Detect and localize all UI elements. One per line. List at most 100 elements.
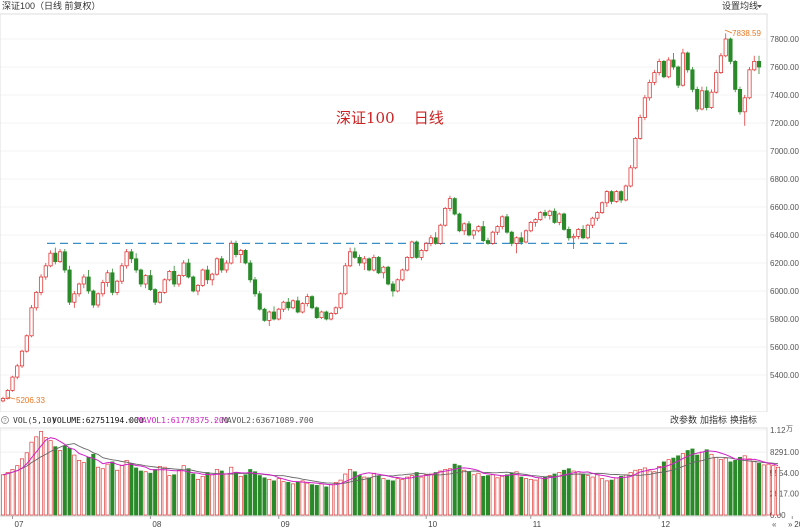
candle [129, 249, 134, 263]
candle-body [324, 311, 329, 320]
double-chevron-right-icon[interactable]: » [788, 520, 793, 529]
volume-bar [504, 474, 510, 516]
volume-bar [609, 479, 614, 516]
volume-bar [67, 447, 72, 516]
candle [661, 60, 666, 79]
candle [490, 230, 495, 245]
switch-indicator-button[interactable]: 换指标 [730, 414, 757, 425]
candle-body [276, 308, 281, 320]
volume-bar [148, 472, 153, 516]
chevron-down-icon[interactable] [757, 5, 762, 8]
volume-bar [543, 476, 548, 516]
candle [72, 291, 77, 308]
candle [590, 216, 595, 228]
volume-bar [110, 461, 115, 516]
candle-body [300, 303, 305, 313]
candle [200, 268, 205, 287]
candle-body [195, 284, 201, 292]
candle-body [191, 276, 196, 292]
price-tick-label: 6800.00 [770, 175, 799, 184]
candle-body [652, 72, 657, 83]
candle [390, 281, 395, 297]
volume-bar [338, 479, 343, 516]
candle [105, 270, 110, 287]
question-mark-glyph: ? [3, 419, 7, 425]
volume-bar [771, 465, 776, 516]
candle-body [447, 198, 453, 209]
candle [742, 95, 747, 126]
volume-bar [443, 469, 448, 516]
volume-bar [24, 452, 29, 516]
candle-body [657, 61, 662, 74]
candle [619, 190, 624, 203]
candle-body [319, 311, 324, 318]
volume-bar [405, 476, 410, 516]
volume-bar [205, 472, 210, 516]
volume-bar [262, 477, 267, 516]
candle [195, 284, 201, 296]
edit-params-button[interactable]: 改参数 [670, 414, 697, 425]
volume-bar [538, 477, 543, 516]
candle-body [590, 217, 595, 226]
candle-body [433, 237, 438, 244]
candle [324, 310, 329, 321]
candle [566, 226, 571, 241]
candle-body [24, 335, 29, 352]
ma-settings-button[interactable]: 设置均线 [722, 0, 758, 11]
volume-bar [400, 478, 405, 516]
candle-body [386, 266, 391, 285]
price-tick-label: 7200.00 [770, 119, 799, 128]
candle [728, 37, 733, 65]
price-tick-label: 7000.00 [770, 147, 799, 156]
volume-bar [210, 474, 215, 516]
volume-bar [138, 470, 143, 516]
candle [338, 292, 343, 310]
candle [53, 247, 58, 265]
candle [295, 296, 300, 314]
candle-body [91, 290, 96, 306]
candle-body [167, 270, 172, 281]
candle-body [638, 117, 643, 139]
candle [514, 236, 519, 254]
add-indicator-button[interactable]: 加指标 [700, 414, 727, 425]
volume-bar [29, 441, 34, 516]
volume-bar [642, 467, 647, 516]
candle [34, 291, 39, 311]
volume-bar [319, 483, 324, 516]
candle [538, 211, 543, 221]
candle [57, 249, 63, 263]
x-tick-label: 08 [152, 520, 161, 529]
volume-bar [48, 440, 53, 516]
candle-body [609, 191, 614, 202]
candle-body [134, 258, 139, 271]
candle [262, 307, 267, 322]
candle-body [604, 191, 609, 204]
candle [5, 389, 10, 400]
candle [10, 375, 15, 392]
candle-body [566, 228, 571, 239]
double-chevron-left-icon[interactable]: « [772, 520, 777, 529]
candle [153, 288, 158, 305]
volume-tick-label: 0.00 [770, 511, 786, 520]
candle-body [286, 301, 291, 309]
question-icon[interactable] [1, 416, 9, 424]
volume-bar [585, 475, 590, 516]
candle-body [200, 269, 205, 286]
volume-bar [91, 453, 96, 516]
volume-bar [20, 458, 25, 516]
volume-bar [562, 469, 567, 516]
volume-bar [466, 471, 471, 516]
candle [134, 253, 139, 273]
candle-body [352, 251, 357, 258]
volume-bar [186, 468, 191, 516]
volume-bar [115, 469, 120, 516]
volume-bar [476, 472, 481, 516]
volume-bar [514, 471, 519, 516]
volume-bar [15, 465, 20, 516]
volume-bar [566, 468, 571, 516]
candle-body [704, 90, 709, 109]
candle-body [395, 279, 400, 292]
candle [466, 221, 472, 237]
candle-body [581, 228, 586, 239]
